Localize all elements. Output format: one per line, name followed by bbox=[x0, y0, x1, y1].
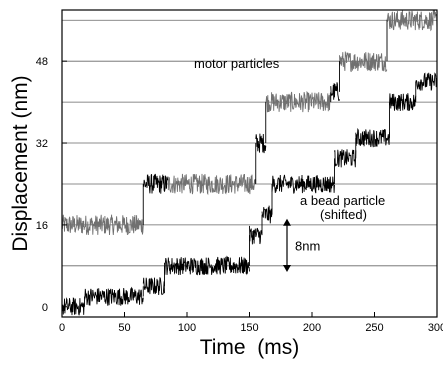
step-size-label: 8nm bbox=[295, 238, 320, 253]
arrow-head-down bbox=[283, 264, 291, 272]
trace-segment bbox=[61, 297, 85, 316]
motor-series-label: motor particles bbox=[194, 56, 280, 71]
y-axis-label: Displacement (nm) bbox=[9, 75, 32, 251]
x-axis-label: Time (ms) bbox=[200, 336, 300, 359]
trace-segment bbox=[164, 255, 250, 276]
series-trace bbox=[61, 9, 438, 236]
trace-segment bbox=[167, 173, 257, 196]
trace-segment bbox=[255, 133, 267, 154]
y-tick-label: 48 bbox=[36, 56, 48, 68]
trace-segment bbox=[84, 286, 144, 306]
trace-segment bbox=[415, 72, 438, 91]
x-tick-label: 50 bbox=[118, 322, 130, 334]
step-size-arrow bbox=[283, 218, 291, 272]
annotations: Displacement (nm) Time (ms) motor partic… bbox=[9, 56, 385, 359]
bead-series-label: a bead particle bbox=[300, 193, 385, 208]
bead-series-label-sub: (shifted) bbox=[320, 207, 367, 222]
trace-segment bbox=[386, 9, 438, 32]
x-tick-label: 250 bbox=[365, 322, 383, 334]
trace-segment bbox=[334, 149, 357, 168]
x-tick-label: 300 bbox=[428, 322, 443, 334]
trace-segment bbox=[330, 82, 340, 102]
series bbox=[61, 9, 438, 316]
trace-segment bbox=[142, 277, 165, 296]
trace-segment bbox=[261, 205, 273, 224]
x-tick-label: 0 bbox=[59, 322, 65, 334]
trace-segment bbox=[271, 174, 335, 194]
trace-segment bbox=[339, 51, 388, 73]
x-tick-label: 200 bbox=[303, 322, 321, 334]
y-tick-label: 32 bbox=[36, 138, 48, 150]
trace-segment bbox=[355, 127, 390, 148]
y-tick-label: 16 bbox=[36, 220, 48, 232]
x-tick-label: 150 bbox=[240, 322, 258, 334]
trace-segment bbox=[142, 173, 169, 194]
series-trace bbox=[61, 72, 438, 316]
trace-segment bbox=[389, 93, 417, 112]
y-tick-label: 0 bbox=[42, 302, 48, 314]
x-tick-label: 100 bbox=[178, 322, 196, 334]
trace-segment bbox=[265, 90, 332, 113]
trace-segment bbox=[61, 214, 144, 236]
trace-segment bbox=[249, 225, 263, 245]
ticks: 0 50 100 150 200 250 300 0 16 32 48 bbox=[36, 56, 443, 334]
arrow-head-up bbox=[283, 218, 291, 226]
